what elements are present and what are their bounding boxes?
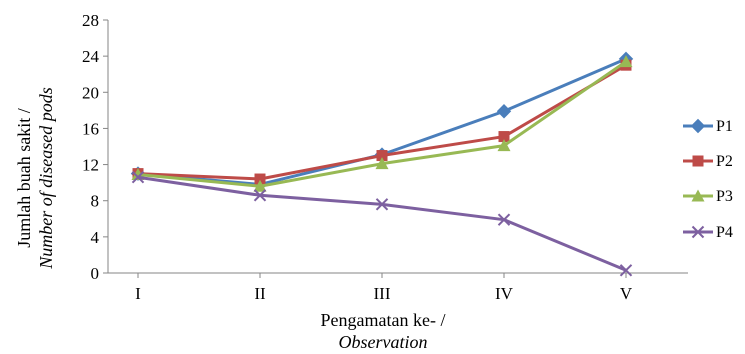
y-tick-label: 8 bbox=[91, 192, 100, 211]
y-tick-label: 20 bbox=[82, 83, 99, 102]
x-axis-title-line1: Pengamatan ke- / bbox=[321, 310, 446, 330]
y-axis-title-line2: Number of diseased pods bbox=[36, 87, 56, 270]
data-point bbox=[254, 173, 266, 185]
legend-label: P2 bbox=[716, 153, 733, 170]
series-p1 bbox=[130, 51, 634, 192]
x-tick-label: II bbox=[254, 284, 266, 303]
y-tick-label: 24 bbox=[82, 47, 100, 66]
legend-item-p1: P1 bbox=[683, 118, 733, 135]
data-point bbox=[497, 213, 511, 226]
data-point bbox=[131, 171, 145, 184]
y-tick-label: 28 bbox=[82, 11, 99, 30]
series-p3 bbox=[131, 55, 633, 192]
series-p4 bbox=[131, 171, 633, 277]
legend-label: P4 bbox=[716, 224, 733, 241]
legend-marker bbox=[692, 155, 704, 167]
y-axis-title-line1: Jumlah buah sakit / bbox=[14, 108, 34, 247]
data-point bbox=[375, 198, 389, 211]
legend-marker bbox=[690, 118, 706, 134]
y-tick-label: 0 bbox=[91, 264, 100, 283]
y-axis: 0 4 8 12 16 20 24 28 bbox=[82, 11, 109, 283]
series-line bbox=[137, 175, 627, 272]
legend-item-p2: P2 bbox=[683, 153, 733, 170]
x-tick-label: V bbox=[620, 284, 633, 303]
data-point bbox=[497, 139, 511, 152]
x-tick-label: III bbox=[374, 284, 391, 303]
data-point bbox=[376, 150, 388, 162]
x-axis-title-line2: Observation bbox=[339, 332, 428, 352]
x-tick-label: I bbox=[135, 284, 141, 303]
x-axis: I II III IV V bbox=[108, 272, 688, 303]
legend-label: P3 bbox=[716, 188, 733, 205]
x-tick-label: IV bbox=[495, 284, 514, 303]
series-lines bbox=[130, 51, 634, 277]
y-tick-label: 4 bbox=[91, 228, 100, 247]
data-point bbox=[253, 179, 267, 192]
data-point bbox=[619, 55, 633, 68]
y-tick-label: 12 bbox=[82, 156, 99, 175]
legend-marker bbox=[691, 225, 705, 239]
legend-item-p3: P3 bbox=[683, 188, 733, 205]
data-point bbox=[253, 189, 267, 202]
data-point bbox=[619, 264, 633, 277]
data-point bbox=[496, 104, 512, 119]
legend-item-p4: P4 bbox=[683, 224, 733, 241]
data-point bbox=[498, 131, 510, 143]
legend-label: P1 bbox=[716, 118, 733, 135]
y-tick-label: 16 bbox=[82, 119, 99, 138]
legend-marker bbox=[691, 189, 705, 202]
legend: P1 P2 P3 P4 bbox=[683, 118, 733, 241]
data-point bbox=[375, 157, 389, 170]
